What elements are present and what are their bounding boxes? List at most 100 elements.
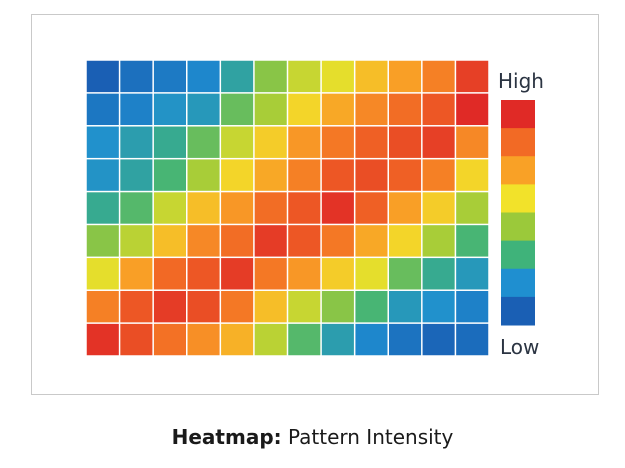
heatmap-cell bbox=[355, 258, 388, 290]
heatmap-cell bbox=[321, 258, 354, 290]
heatmap-cell bbox=[321, 93, 354, 126]
heatmap-cell bbox=[221, 258, 254, 290]
heatmap-cell bbox=[254, 159, 287, 191]
heatmap-cell bbox=[86, 159, 119, 191]
heatmap-cell bbox=[187, 290, 220, 323]
heatmap-cell bbox=[456, 258, 489, 290]
legend-swatch bbox=[501, 156, 535, 185]
heatmap-cell bbox=[355, 192, 388, 224]
heatmap-cell bbox=[187, 225, 220, 257]
heatmap-cell bbox=[254, 290, 287, 323]
heatmap-cell bbox=[187, 126, 220, 158]
heatmap-cell bbox=[221, 126, 254, 158]
heatmap-cell bbox=[355, 126, 388, 158]
legend-high-label: High bbox=[498, 69, 544, 93]
heatmap-cell bbox=[288, 159, 321, 191]
heatmap-cell bbox=[355, 323, 388, 356]
heatmap-cell bbox=[355, 60, 388, 93]
heatmap-cell bbox=[355, 93, 388, 126]
chart-caption: Heatmap: Pattern Intensity bbox=[0, 425, 625, 449]
heatmap-cell bbox=[288, 192, 321, 224]
heatmap-cell bbox=[422, 225, 455, 257]
heatmap-cell bbox=[254, 192, 287, 224]
heatmap-cell bbox=[86, 323, 119, 356]
legend-swatch bbox=[501, 128, 535, 157]
heatmap-cell bbox=[389, 126, 422, 158]
legend-swatch bbox=[501, 212, 535, 242]
heatmap-cell bbox=[120, 126, 153, 158]
heatmap-cell bbox=[422, 192, 455, 224]
heatmap-cell bbox=[187, 258, 220, 290]
heatmap-cell bbox=[254, 93, 287, 126]
heatmap-cell bbox=[456, 225, 489, 257]
heatmap-cell bbox=[422, 60, 455, 93]
heatmap-cell bbox=[120, 258, 153, 290]
heatmap-cell bbox=[254, 258, 287, 290]
heatmap-cell bbox=[153, 290, 186, 323]
heatmap-cell bbox=[422, 290, 455, 323]
heatmap-cell bbox=[221, 192, 254, 224]
heatmap-cell bbox=[422, 258, 455, 290]
heatmap-cell bbox=[288, 60, 321, 93]
legend-low-label: Low bbox=[500, 335, 539, 359]
heatmap-cell bbox=[221, 159, 254, 191]
legend-swatches bbox=[501, 100, 535, 326]
heatmap-cell bbox=[221, 60, 254, 93]
heatmap-cell bbox=[254, 126, 287, 158]
heatmap-cell bbox=[153, 60, 186, 93]
heatmap-cell bbox=[422, 93, 455, 126]
heatmap-cell bbox=[422, 323, 455, 356]
heatmap-cell bbox=[86, 225, 119, 257]
heatmap-cell bbox=[153, 192, 186, 224]
heatmap-cell bbox=[120, 290, 153, 323]
heatmap-cell bbox=[389, 258, 422, 290]
color-legend: High Low bbox=[498, 69, 544, 359]
heatmap-cell bbox=[456, 93, 489, 126]
heatmap-cells bbox=[86, 60, 489, 356]
heatmap-cell bbox=[456, 159, 489, 191]
heatmap-cell bbox=[86, 93, 119, 126]
heatmap-cell bbox=[254, 60, 287, 93]
heatmap-cell bbox=[389, 159, 422, 191]
heatmap-cell bbox=[86, 258, 119, 290]
heatmap-cell bbox=[153, 258, 186, 290]
heatmap-cell bbox=[153, 323, 186, 356]
heatmap-cell bbox=[456, 323, 489, 356]
legend-swatch bbox=[501, 268, 535, 298]
heatmap-cell bbox=[389, 290, 422, 323]
heatmap-cell bbox=[221, 290, 254, 323]
heatmap-cell bbox=[288, 126, 321, 158]
heatmap-cell bbox=[321, 323, 354, 356]
heatmap-cell bbox=[456, 290, 489, 323]
heatmap-cell bbox=[153, 225, 186, 257]
legend-swatch bbox=[501, 100, 535, 129]
heatmap-cell bbox=[355, 225, 388, 257]
legend-swatch bbox=[501, 296, 535, 326]
heatmap-cell bbox=[86, 192, 119, 224]
heatmap-cell bbox=[254, 225, 287, 257]
heatmap-cell bbox=[86, 126, 119, 158]
heatmap-cell bbox=[153, 126, 186, 158]
heatmap-cell bbox=[389, 225, 422, 257]
heatmap-cell bbox=[321, 60, 354, 93]
heatmap-cell bbox=[456, 60, 489, 93]
heatmap-cell bbox=[187, 159, 220, 191]
heatmap-cell bbox=[153, 93, 186, 126]
heatmap-cell bbox=[456, 126, 489, 158]
heatmap-cell bbox=[321, 225, 354, 257]
heatmap-cell bbox=[187, 93, 220, 126]
heatmap-cell bbox=[221, 225, 254, 257]
heatmap-cell bbox=[456, 192, 489, 224]
heatmap-cell bbox=[187, 323, 220, 356]
heatmap-cell bbox=[389, 60, 422, 93]
heatmap-cell bbox=[254, 323, 287, 356]
heatmap-cell bbox=[120, 93, 153, 126]
heatmap-cell bbox=[187, 192, 220, 224]
heatmap-cell bbox=[120, 60, 153, 93]
heatmap-cell bbox=[389, 192, 422, 224]
heatmap-cell bbox=[120, 159, 153, 191]
heatmap-cell bbox=[389, 93, 422, 126]
heatmap-cell bbox=[389, 323, 422, 356]
heatmap-cell bbox=[321, 159, 354, 191]
